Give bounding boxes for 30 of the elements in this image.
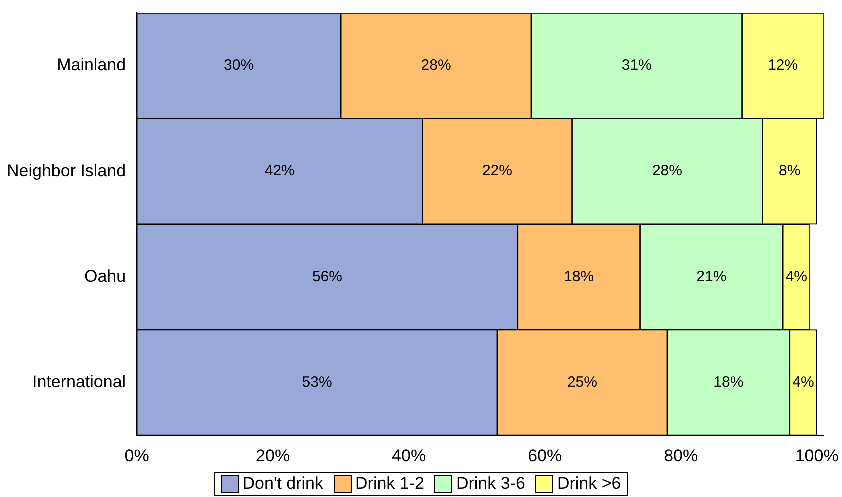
data-label: 21% <box>696 268 727 286</box>
x-tick-label: 40% <box>392 446 426 466</box>
data-label: 30% <box>224 57 254 74</box>
x-tick-label: 80% <box>664 446 698 466</box>
data-label: 12% <box>768 57 798 74</box>
x-tick-label: 20% <box>256 446 290 466</box>
x-tick-label: 60% <box>528 446 562 466</box>
data-label: 42% <box>264 162 295 180</box>
data-label: 31% <box>622 57 652 74</box>
x-tick-label: 0% <box>124 446 150 466</box>
y-tick-label: Neighbor Island <box>6 161 126 180</box>
text: Don't drink <box>242 474 324 494</box>
data-label: 56% <box>312 268 342 286</box>
legend-label: Drink 3-6 <box>456 474 526 494</box>
data-label: 18% <box>564 268 594 286</box>
data-label: 18% <box>714 374 744 391</box>
y-tick-label: Mainland <box>57 56 126 75</box>
data-label: 4% <box>786 268 808 286</box>
data-label: 25% <box>567 374 598 391</box>
data-label: 28% <box>421 57 452 74</box>
data-label: 22% <box>482 162 512 180</box>
data-label: 53% <box>302 374 332 391</box>
legend-label: Drink 1-2 <box>356 474 424 494</box>
data-label: 4% <box>792 374 814 391</box>
y-tick-label: Oahu <box>84 266 126 286</box>
y-tick-label: International <box>32 372 126 392</box>
x-tick-label: 100% <box>795 446 839 466</box>
legend-label: Drink >6 <box>557 474 622 494</box>
data-label: 28% <box>652 162 682 180</box>
data-label: 8% <box>779 162 801 180</box>
